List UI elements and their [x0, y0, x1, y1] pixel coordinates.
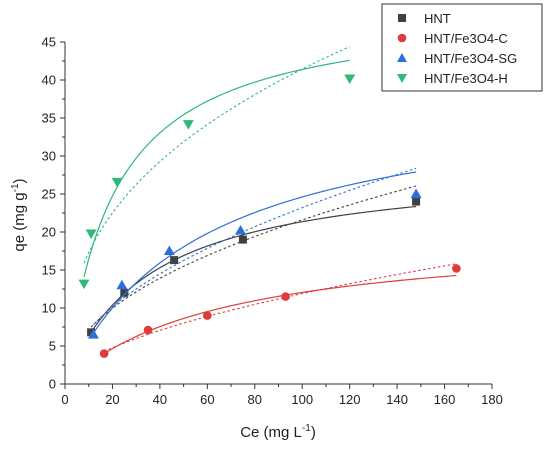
data-point — [344, 74, 356, 84]
plot-area — [78, 46, 461, 358]
data-point — [87, 329, 99, 339]
data-point — [120, 288, 129, 297]
y-tick-label: 10 — [42, 301, 56, 316]
data-point — [163, 245, 175, 255]
x-tick-label: 140 — [386, 392, 408, 407]
legend-item-3: HNT/Fe3O4-H — [397, 71, 508, 86]
series-1-langmuir-fit-line — [103, 274, 457, 355]
y-tick-label: 15 — [42, 263, 56, 278]
tick-labels: 0 20 40 60 80 100 120 140 160 180 0 5 10 15 20 25 30 35 40… — [42, 35, 503, 408]
series-3 — [78, 46, 356, 290]
series-0-langmuir-fit-line — [90, 205, 417, 333]
legend-label-1: HNT/Fe3O4-C — [424, 31, 508, 46]
series-2 — [87, 167, 422, 339]
y-tick-label: 5 — [49, 339, 56, 354]
y-tick-label: 35 — [42, 111, 56, 126]
legend-marker-triangle-up-icon — [397, 53, 407, 62]
series-3-freundlich-fit-line — [83, 46, 350, 264]
data-point — [412, 197, 421, 206]
data-point — [281, 292, 290, 301]
series-0 — [87, 185, 421, 337]
series-2-langmuir-fit-line — [92, 171, 417, 334]
data-point — [111, 177, 123, 188]
series-0-freundlich-fit-line — [90, 185, 417, 328]
x-tick-label: 20 — [105, 392, 119, 407]
x-tick-label: 160 — [434, 392, 456, 407]
data-point — [78, 279, 90, 290]
x-tick-label: 180 — [481, 392, 503, 407]
y-axis-title: qe (mg g-1) — [10, 178, 28, 251]
legend-label-0: HNT — [424, 11, 451, 26]
legend-marker-circle-icon — [397, 33, 407, 43]
legend-marker-triangle-down-icon — [397, 74, 407, 83]
x-tick-label: 60 — [200, 392, 214, 407]
legend-label-2: HNT/Fe3O4-SG — [424, 51, 517, 66]
y-tick-label: 25 — [42, 187, 56, 202]
data-point — [87, 328, 96, 337]
data-point — [203, 311, 212, 320]
x-tick-label: 120 — [339, 392, 361, 407]
legend-item-2: HNT/Fe3O4-SG — [397, 51, 517, 66]
axes — [60, 41, 493, 389]
x-tick-label: 0 — [61, 392, 68, 407]
y-tick-label: 20 — [42, 225, 56, 240]
y-tick-label: 30 — [42, 149, 56, 164]
legend-box — [381, 3, 543, 92]
legend: HNT HNT/Fe3O4-C HNT/Fe3O4-SG HNT/Fe3O4-H — [381, 3, 543, 92]
series-3-langmuir-fit-line — [83, 59, 350, 278]
data-point — [143, 325, 153, 335]
y-tick-label: 40 — [42, 73, 56, 88]
data-point — [182, 120, 194, 130]
x-tick-label: 80 — [248, 392, 262, 407]
y-tick-label: 45 — [42, 35, 56, 50]
data-point — [238, 235, 247, 244]
data-point — [410, 188, 422, 198]
x-axis-title: Ce (mg L-1) — [240, 423, 316, 441]
y-tick-label: 0 — [49, 377, 56, 392]
data-point — [452, 264, 461, 273]
x-tick-label: 40 — [153, 392, 167, 407]
legend-item-0: HNT — [398, 11, 451, 26]
series-1 — [99, 263, 461, 358]
data-point — [170, 256, 179, 265]
data-point — [99, 349, 109, 358]
legend-item-1: HNT/Fe3O4-C — [397, 31, 508, 46]
legend-marker-square-icon — [398, 14, 406, 22]
x-tick-label: 100 — [291, 392, 313, 407]
legend-label-3: HNT/Fe3O4-H — [424, 71, 508, 86]
data-point — [116, 279, 128, 290]
data-point — [85, 229, 97, 240]
series-1-freundlich-fit-line — [103, 263, 457, 353]
data-point — [235, 224, 247, 235]
